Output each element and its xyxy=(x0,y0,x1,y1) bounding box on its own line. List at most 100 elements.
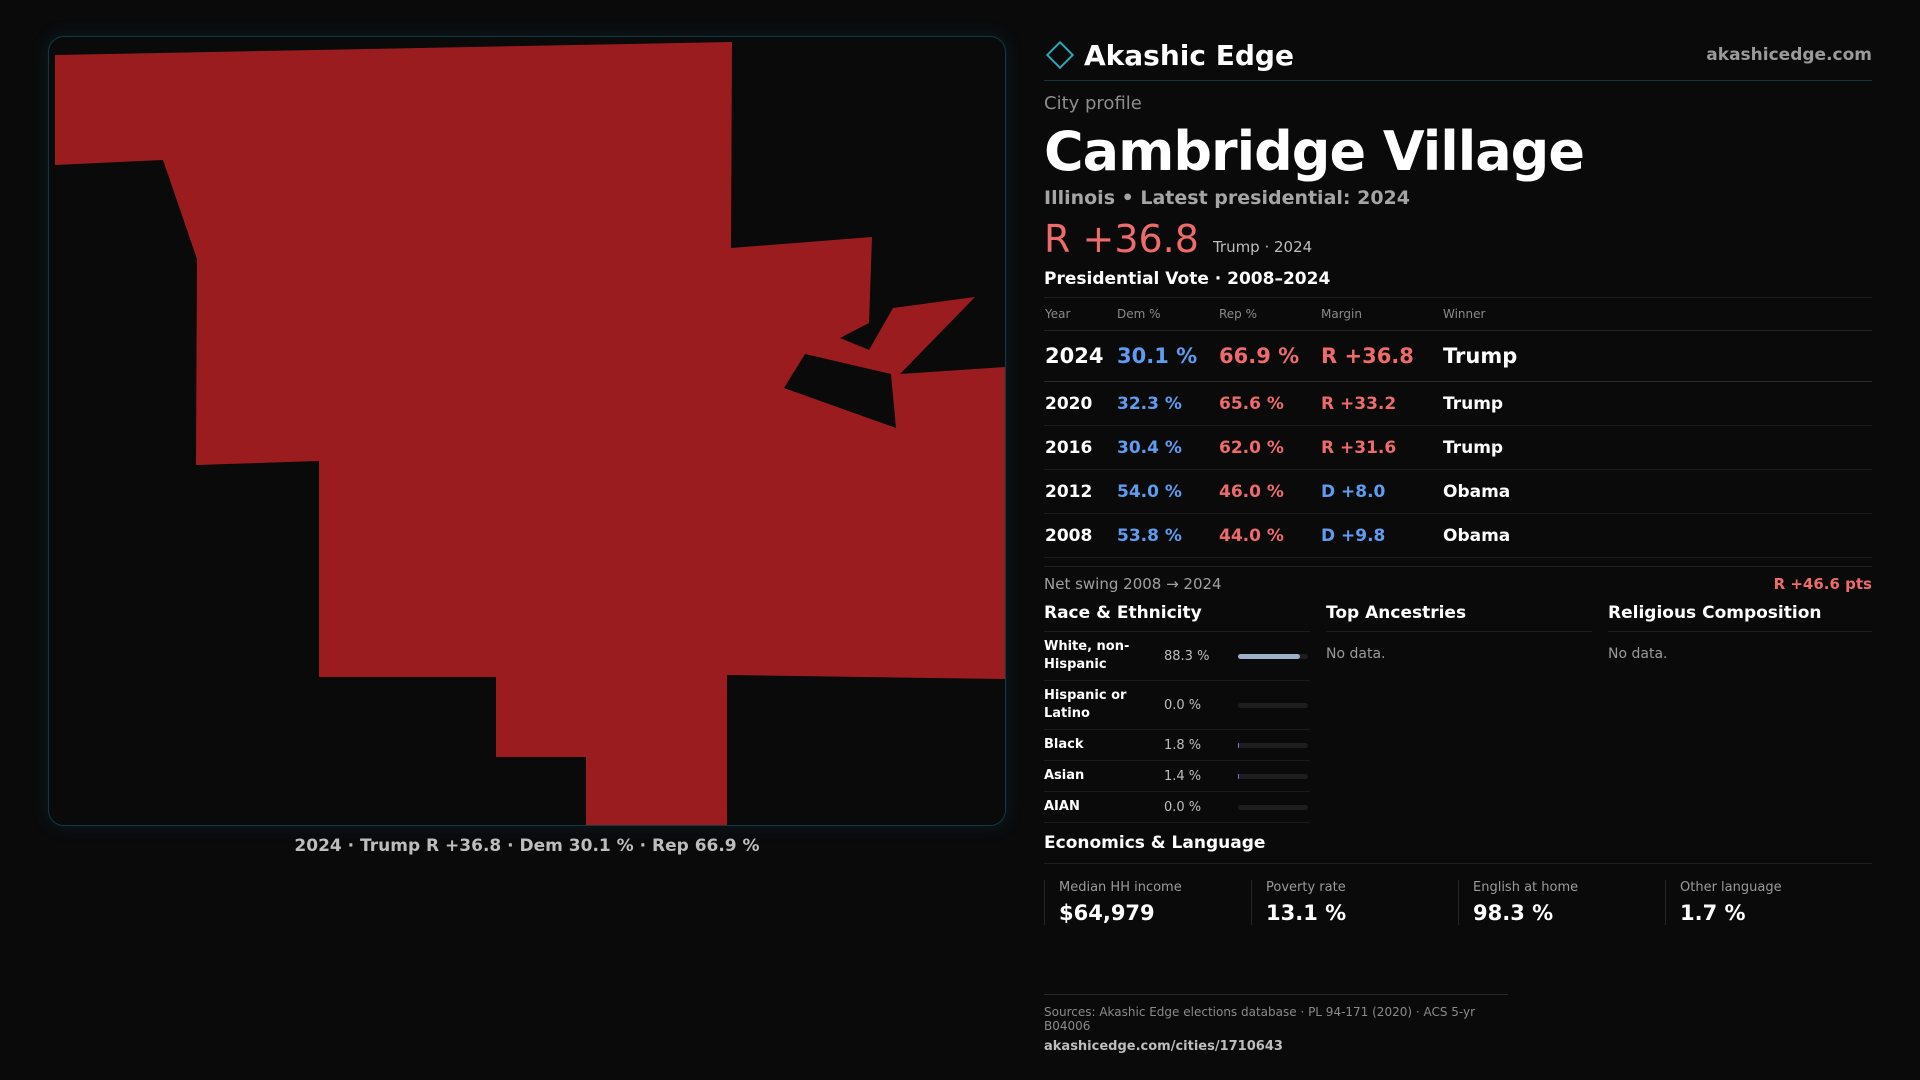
race-label: Hispanic or Latino xyxy=(1044,688,1127,721)
race-label: Asian xyxy=(1044,768,1085,783)
header: Akashic Edge akashicedge.com xyxy=(1044,30,1872,81)
race-row: Asian 1.4 % xyxy=(1044,761,1310,792)
margin-cell: D +9.8 xyxy=(1320,513,1442,558)
vote-table-header: Year Dem % Rep % Margin Winner xyxy=(1044,298,1872,331)
race-bar xyxy=(1238,804,1308,810)
margin-cell: R +33.2 xyxy=(1320,381,1442,426)
page-title: Cambridge Village xyxy=(1044,120,1585,183)
table-row: 2020 32.3 % 65.6 % R +33.2 Trump xyxy=(1044,381,1872,426)
stat-value: 13.1 % xyxy=(1266,901,1347,925)
col-rep: Rep % xyxy=(1218,298,1320,331)
race-bar-fill xyxy=(1238,773,1240,779)
headline-meta: Trump · 2024 xyxy=(1212,238,1313,256)
winner-cell: Trump xyxy=(1442,425,1872,470)
race-label: White, non-Hispanic xyxy=(1044,639,1130,672)
stat-value: 1.7 % xyxy=(1680,901,1746,925)
race-value: 0.0 % xyxy=(1164,697,1202,713)
stat-label: English at home xyxy=(1473,880,1579,895)
religion-panel: Religious Composition No data. xyxy=(1608,603,1872,823)
sources-link[interactable]: akashicedge.com/cities/1710643 xyxy=(1044,1039,1283,1054)
winner-cell: Obama xyxy=(1442,513,1872,558)
year-cell: 2020 xyxy=(1044,381,1116,426)
race-row: Hispanic or Latino 0.0 % xyxy=(1044,681,1310,730)
stat-value: 98.3 % xyxy=(1473,901,1554,925)
economics-grid: Median HH income $64,979 Poverty rate 13… xyxy=(1044,880,1872,925)
brand[interactable]: Akashic Edge xyxy=(1044,39,1294,72)
religion-title: Religious Composition xyxy=(1608,603,1872,632)
dem-cell: 30.1 % xyxy=(1116,330,1218,382)
race-value: 0.0 % xyxy=(1164,799,1202,815)
net-swing-value: R +46.6 pts xyxy=(1773,575,1872,593)
rep-cell: 44.0 % xyxy=(1218,513,1320,558)
stat-label: Poverty rate xyxy=(1266,880,1346,895)
race-row: White, non-Hispanic 88.3 % xyxy=(1044,632,1310,681)
race-bar-fill xyxy=(1238,742,1240,748)
profile-panel: Akashic Edge akashicedge.com City profil… xyxy=(1044,30,1872,925)
race-value: 88.3 % xyxy=(1164,648,1210,664)
demographics: Race & Ethnicity White, non-Hispanic 88.… xyxy=(1044,603,1872,823)
rep-cell: 62.0 % xyxy=(1218,425,1320,470)
rep-cell: 46.0 % xyxy=(1218,469,1320,514)
stat-other-language: Other language 1.7 % xyxy=(1665,880,1872,925)
map-caption: 2024 · Trump R +36.8 · Dem 30.1 % · Rep … xyxy=(294,836,760,856)
economics-title: Economics & Language xyxy=(1044,833,1872,864)
race-bar-fill xyxy=(1238,653,1300,659)
stat-poverty-rate: Poverty rate 13.1 % xyxy=(1251,880,1458,925)
year-cell: 2016 xyxy=(1044,425,1116,470)
stat-median-income: Median HH income $64,979 xyxy=(1044,880,1251,925)
table-row: 2008 53.8 % 44.0 % D +9.8 Obama xyxy=(1044,513,1872,558)
race-row: Black 1.8 % xyxy=(1044,730,1310,761)
race-label: Black xyxy=(1044,737,1084,752)
dem-cell: 32.3 % xyxy=(1116,381,1218,426)
ancestries-empty: No data. xyxy=(1326,646,1386,662)
net-swing-label: Net swing 2008 → 2024 xyxy=(1044,575,1222,593)
stat-label: Median HH income xyxy=(1059,880,1182,895)
sources-line: Sources: Akashic Edge elections database… xyxy=(1044,1005,1476,1033)
sources: Sources: Akashic Edge elections database… xyxy=(1044,994,1508,1054)
city-boundary-map xyxy=(55,42,1005,825)
rep-cell: 65.6 % xyxy=(1218,381,1320,426)
subtitle: Illinois • Latest presidential: 2024 xyxy=(1044,187,1411,209)
race-bar xyxy=(1238,773,1308,779)
margin-cell: D +8.0 xyxy=(1320,469,1442,514)
race-title: Race & Ethnicity xyxy=(1044,603,1310,632)
vote-table: Year Dem % Rep % Margin Winner 2024 30.1… xyxy=(1044,298,1872,558)
stat-value: $64,979 xyxy=(1059,901,1155,925)
race-row: AIAN 0.0 % xyxy=(1044,792,1310,823)
race-ethnicity-panel: Race & Ethnicity White, non-Hispanic 88.… xyxy=(1044,603,1310,823)
city-boundary-notch xyxy=(784,354,896,428)
race-bar xyxy=(1238,653,1308,659)
winner-cell: Obama xyxy=(1442,469,1872,514)
stat-label: Other language xyxy=(1680,880,1782,895)
table-row: 2016 30.4 % 62.0 % R +31.6 Trump xyxy=(1044,425,1872,470)
ancestries-panel: Top Ancestries No data. xyxy=(1326,603,1592,823)
dem-cell: 54.0 % xyxy=(1116,469,1218,514)
race-bar xyxy=(1238,702,1308,708)
brand-url-link[interactable]: akashicedge.com xyxy=(1706,45,1872,65)
race-bar xyxy=(1238,742,1308,748)
diamond-icon xyxy=(1045,40,1075,70)
dem-cell: 53.8 % xyxy=(1116,513,1218,558)
rep-cell: 66.9 % xyxy=(1218,330,1320,382)
race-label: AIAN xyxy=(1044,799,1080,814)
table-row: 2024 30.1 % 66.9 % R +36.8 Trump xyxy=(1044,330,1872,382)
race-value: 1.4 % xyxy=(1164,768,1202,784)
margin-cell: R +31.6 xyxy=(1320,425,1442,470)
religion-empty: No data. xyxy=(1608,646,1668,662)
year-cell: 2008 xyxy=(1044,513,1116,558)
headline-result: R +36.8 Trump · 2024 xyxy=(1044,217,1872,261)
race-value: 1.8 % xyxy=(1164,737,1202,753)
dem-cell: 30.4 % xyxy=(1116,425,1218,470)
vote-section-title: Presidential Vote · 2008–2024 xyxy=(1044,269,1872,298)
col-dem: Dem % xyxy=(1116,298,1218,331)
brand-name: Akashic Edge xyxy=(1084,38,1294,72)
col-year: Year xyxy=(1044,298,1116,331)
eyebrow: City profile xyxy=(1044,93,1142,114)
margin-cell: R +36.8 xyxy=(1320,330,1442,382)
city-map[interactable] xyxy=(48,36,1006,826)
ancestries-title: Top Ancestries xyxy=(1326,603,1592,632)
year-cell: 2012 xyxy=(1044,469,1116,514)
headline-margin: R +36.8 xyxy=(1044,217,1199,261)
table-row: 2012 54.0 % 46.0 % D +8.0 Obama xyxy=(1044,469,1872,514)
stat-english-at-home: English at home 98.3 % xyxy=(1458,880,1665,925)
